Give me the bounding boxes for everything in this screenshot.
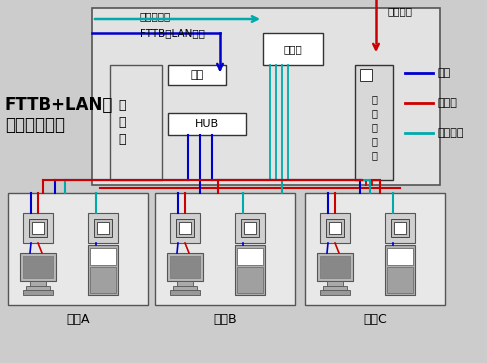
Bar — [23, 213, 53, 243]
Bar — [323, 286, 347, 291]
Bar — [237, 267, 263, 293]
Bar — [177, 281, 193, 287]
Bar — [391, 219, 409, 237]
Bar — [387, 248, 413, 265]
Text: 有线电视: 有线电视 — [437, 128, 464, 138]
Text: 房间C: 房间C — [363, 313, 387, 326]
Bar — [320, 290, 350, 295]
Text: 电话进线: 电话进线 — [388, 6, 413, 16]
Bar — [385, 213, 415, 243]
Text: 电话线: 电话线 — [437, 98, 457, 108]
Text: 弱
电
筱: 弱 电 筱 — [118, 99, 126, 146]
Bar — [394, 222, 406, 234]
Bar — [170, 290, 200, 295]
Bar — [8, 193, 148, 305]
Text: 网线: 网线 — [437, 68, 450, 78]
Bar — [97, 222, 109, 234]
Bar — [88, 213, 118, 243]
Bar — [92, 8, 440, 185]
Bar — [32, 222, 44, 234]
Bar — [326, 219, 344, 237]
Bar — [155, 193, 295, 305]
Text: 房间B: 房间B — [213, 313, 237, 326]
Bar — [30, 281, 46, 287]
Text: FTTB+LAN布: FTTB+LAN布 — [5, 96, 113, 114]
Bar — [94, 219, 112, 237]
Text: HUB: HUB — [195, 119, 219, 129]
Bar — [235, 245, 265, 295]
Bar — [23, 290, 53, 295]
Bar — [320, 256, 350, 278]
Text: 分配器: 分配器 — [283, 44, 302, 54]
Bar — [263, 33, 323, 65]
Bar — [29, 219, 47, 237]
Bar — [241, 219, 259, 237]
Text: 房间A: 房间A — [66, 313, 90, 326]
Bar — [170, 213, 200, 243]
Bar — [179, 222, 191, 234]
Text: FTTB＋LAN进线: FTTB＋LAN进线 — [140, 28, 205, 38]
Bar — [387, 267, 413, 293]
Bar — [20, 253, 56, 281]
Bar — [329, 222, 341, 234]
Bar — [90, 248, 116, 265]
Text: 有线通进线: 有线通进线 — [140, 11, 171, 21]
Text: 线基本逻辑图: 线基本逻辑图 — [5, 116, 65, 134]
Text: 电
话
交
换
机: 电 话 交 换 机 — [371, 94, 377, 160]
Bar — [320, 213, 350, 243]
Bar — [235, 213, 265, 243]
Bar — [168, 113, 246, 135]
Bar — [168, 65, 226, 85]
Bar — [88, 245, 118, 295]
Bar — [360, 69, 372, 81]
Text: 路由: 路由 — [190, 70, 204, 80]
Bar — [26, 286, 50, 291]
Bar — [23, 256, 53, 278]
Bar — [317, 253, 353, 281]
Bar — [237, 248, 263, 265]
Bar — [176, 219, 194, 237]
Bar — [355, 65, 393, 180]
Bar — [305, 193, 445, 305]
Bar — [90, 267, 116, 293]
Bar — [244, 222, 256, 234]
Bar — [167, 253, 203, 281]
Bar — [385, 245, 415, 295]
Bar — [327, 281, 343, 287]
Bar — [170, 256, 200, 278]
Bar — [173, 286, 197, 291]
Bar — [110, 65, 162, 180]
